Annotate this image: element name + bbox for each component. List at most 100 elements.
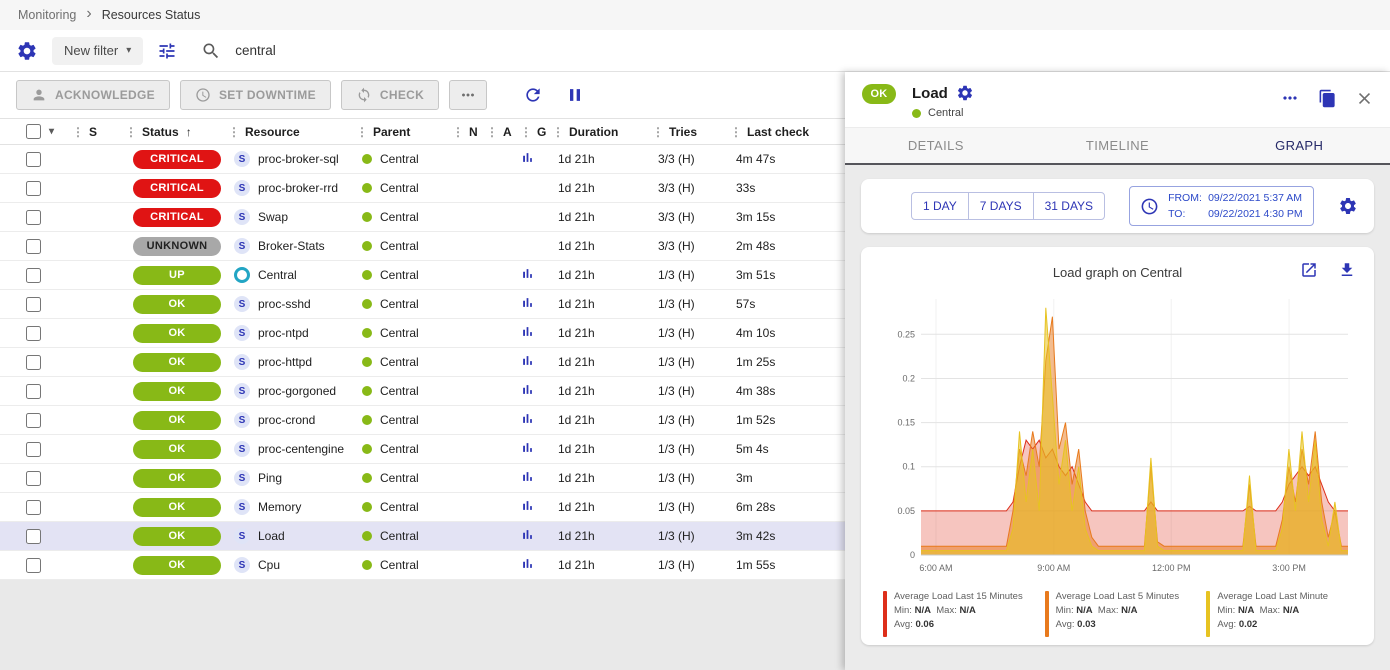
set-downtime-button[interactable]: SET DOWNTIME <box>179 80 331 110</box>
tune-filter-icon[interactable] <box>157 41 177 61</box>
breadcrumb-item-monitoring[interactable]: Monitoring <box>18 8 77 22</box>
row-checkbox[interactable] <box>26 470 41 486</box>
table-row[interactable]: OK S proc-sshd Central 1d 21h 1/3 (H) 57… <box>0 290 845 319</box>
column-header-last-check[interactable]: Last check <box>747 124 810 139</box>
column-drag-handle[interactable]: ⋮ <box>452 124 464 139</box>
graph-icon[interactable] <box>520 266 535 281</box>
last-check-cell: 3m 15s <box>736 210 776 224</box>
column-header-action[interactable]: A <box>503 124 512 139</box>
search-input[interactable] <box>233 42 1374 59</box>
select-all-checkbox[interactable] <box>26 124 41 139</box>
range-7-days-button[interactable]: 7 DAYS <box>967 192 1034 220</box>
filter-dropdown[interactable]: New filter ▾ <box>52 36 144 65</box>
column-drag-handle[interactable]: ⋮ <box>652 124 664 139</box>
svg-text:0.05: 0.05 <box>897 506 915 516</box>
table-row[interactable]: OK S Ping Central 1d 21h 1/3 (H) 3m <box>0 464 845 493</box>
row-checkbox[interactable] <box>26 209 41 225</box>
legend-item[interactable]: Average Load Last 5 Minutes Min: N/A Max… <box>1044 591 1197 637</box>
time-range-buttons: 1 DAY 7 DAYS 31 DAYS <box>911 192 1106 220</box>
service-settings-gear-icon[interactable] <box>956 84 974 102</box>
tab-details[interactable]: DETAILS <box>907 138 964 153</box>
row-checkbox[interactable] <box>26 151 41 167</box>
refresh-icon[interactable] <box>523 85 543 105</box>
table-row[interactable]: UNKNOWN S Broker-Stats Central 1d 21h 3/… <box>0 232 845 261</box>
legend-item[interactable]: Average Load Last Minute Min: N/A Max: N… <box>1206 591 1358 637</box>
row-checkbox[interactable] <box>26 238 41 254</box>
acknowledge-button[interactable]: ACKNOWLEDGE <box>16 80 170 110</box>
column-drag-handle[interactable]: ⋮ <box>730 124 742 139</box>
column-drag-handle[interactable]: ⋮ <box>125 124 137 139</box>
tab-timeline[interactable]: TIMELINE <box>1085 138 1150 153</box>
range-1-day-button[interactable]: 1 DAY <box>911 192 969 220</box>
table-row[interactable]: OK S Memory Central 1d 21h 1/3 (H) 6m 28… <box>0 493 845 522</box>
open-in-new-icon[interactable] <box>1300 261 1318 279</box>
copy-link-icon[interactable] <box>1318 89 1337 108</box>
row-checkbox[interactable] <box>26 180 41 196</box>
more-actions-button[interactable] <box>449 80 488 110</box>
column-header-notes[interactable]: N <box>469 124 478 139</box>
last-check-cell: 2m 48s <box>736 239 776 253</box>
tab-graph[interactable]: GRAPH <box>1275 138 1324 153</box>
close-icon[interactable] <box>1355 89 1374 108</box>
legend-item[interactable]: Average Load Last 15 Minutes Min: N/A Ma… <box>883 591 1035 637</box>
download-icon[interactable] <box>1338 261 1356 279</box>
table-row[interactable]: OK S proc-httpd Central 1d 21h 1/3 (H) 1… <box>0 348 845 377</box>
table-row[interactable]: OK S proc-ntpd Central 1d 21h 1/3 (H) 4m… <box>0 319 845 348</box>
column-drag-handle[interactable]: ⋮ <box>72 124 84 139</box>
column-header-severity[interactable]: S <box>89 124 98 139</box>
graph-icon[interactable] <box>520 469 535 484</box>
breadcrumb-item-resources-status[interactable]: Resources Status <box>101 8 201 22</box>
row-checkbox[interactable] <box>26 383 41 399</box>
row-checkbox[interactable] <box>26 296 41 312</box>
table-row[interactable]: UP Central Central 1d 21h 1/3 (H) 3m 51s <box>0 261 845 290</box>
check-button[interactable]: CHECK <box>340 80 440 110</box>
table-row[interactable]: OK S proc-crond Central 1d 21h 1/3 (H) 1… <box>0 406 845 435</box>
column-drag-handle[interactable]: ⋮ <box>486 124 498 139</box>
graph-icon[interactable] <box>520 382 535 397</box>
graph-icon[interactable] <box>520 295 535 310</box>
sort-asc-icon[interactable]: ↑ <box>185 124 192 139</box>
graph-icon[interactable] <box>520 150 535 165</box>
panel-more-icon[interactable] <box>1280 88 1300 108</box>
row-checkbox[interactable] <box>26 412 41 428</box>
table-row[interactable]: OK S Load Central 1d 21h 1/3 (H) 3m 42s <box>0 521 845 551</box>
graph-icon[interactable] <box>520 411 535 426</box>
pause-icon[interactable] <box>565 85 585 105</box>
filter-settings-gear-icon[interactable] <box>16 40 38 62</box>
graph-icon[interactable] <box>520 556 535 571</box>
graph-settings-gear-icon[interactable] <box>1338 196 1358 216</box>
row-checkbox[interactable] <box>26 557 41 573</box>
column-header-resource[interactable]: Resource <box>245 124 300 139</box>
graph-icon[interactable] <box>520 498 535 513</box>
column-header-duration[interactable]: Duration <box>569 124 619 139</box>
resource-name: proc-httpd <box>258 355 313 369</box>
column-drag-handle[interactable]: ⋮ <box>520 124 532 139</box>
table-row[interactable]: CRITICAL S proc-broker-sql Central 1d 21… <box>0 145 845 174</box>
column-header-status[interactable]: Status <box>142 124 179 139</box>
column-header-parent[interactable]: Parent <box>373 124 411 139</box>
row-checkbox[interactable] <box>26 267 41 283</box>
row-checkbox[interactable] <box>26 499 41 515</box>
graph-icon[interactable] <box>520 440 535 455</box>
graph-icon[interactable] <box>520 527 535 542</box>
graph-icon[interactable] <box>520 324 535 339</box>
custom-time-period[interactable]: FROM: 09/22/2021 5:37 AM TO: 09/22/2021 4:… <box>1129 185 1314 227</box>
row-checkbox[interactable] <box>26 528 41 544</box>
table-row[interactable]: CRITICAL S Swap Central 1d 21h 3/3 (H) 3… <box>0 203 845 232</box>
range-31-days-button[interactable]: 31 DAYS <box>1032 192 1106 220</box>
table-row[interactable]: OK S proc-centengine Central 1d 21h 1/3 … <box>0 435 845 464</box>
select-all-dropdown-icon[interactable]: ▾ <box>49 126 55 137</box>
table-row[interactable]: CRITICAL S proc-broker-rrd Central 1d 21… <box>0 174 845 203</box>
column-header-tries[interactable]: Tries <box>669 124 698 139</box>
row-checkbox[interactable] <box>26 325 41 341</box>
column-drag-handle[interactable]: ⋮ <box>228 124 240 139</box>
column-header-graph[interactable]: G <box>537 124 547 139</box>
table-row[interactable]: OK S Cpu Central 1d 21h 1/3 (H) 1m 55s <box>0 551 845 580</box>
table-row[interactable]: OK S proc-gorgoned Central 1d 21h 1/3 (H… <box>0 377 845 406</box>
row-checkbox[interactable] <box>26 441 41 457</box>
graph-icon[interactable] <box>520 353 535 368</box>
column-drag-handle[interactable]: ⋮ <box>356 124 368 139</box>
column-drag-handle[interactable]: ⋮ <box>552 124 564 139</box>
legend-color-bar <box>1206 591 1211 637</box>
row-checkbox[interactable] <box>26 354 41 370</box>
